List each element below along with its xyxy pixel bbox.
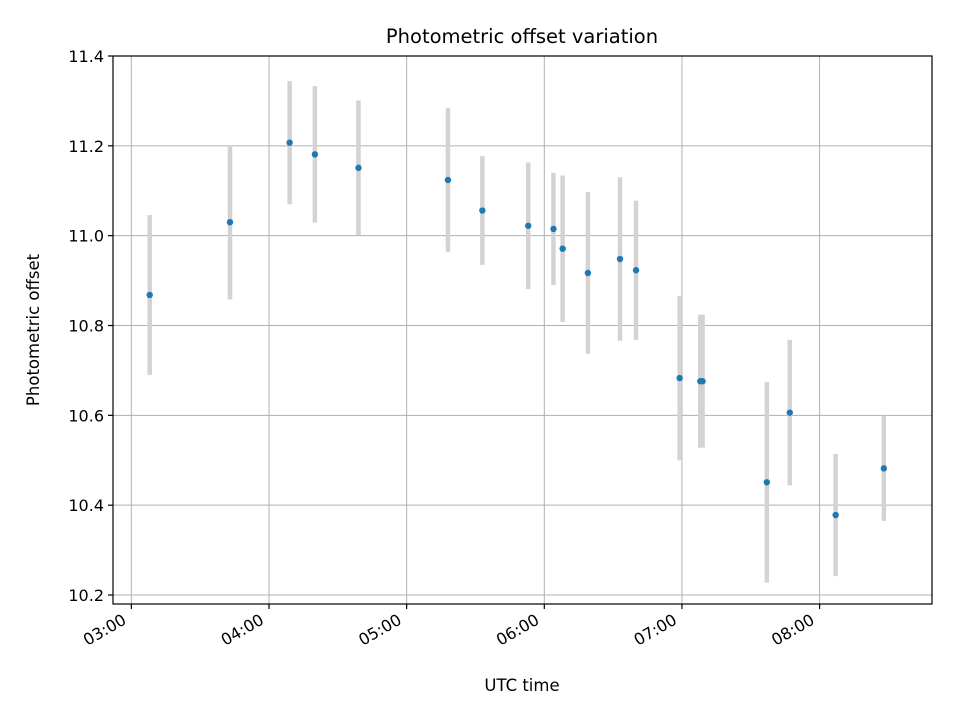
y-axis-label: Photometric offset xyxy=(24,253,43,406)
data-point xyxy=(699,378,706,385)
data-points xyxy=(146,139,888,519)
x-axis-label: UTC time xyxy=(484,676,559,695)
data-point xyxy=(286,139,293,146)
data-point xyxy=(550,225,557,233)
x-tick-label: 08:00 xyxy=(768,610,817,650)
data-point xyxy=(786,409,793,416)
y-tick-label: 10.4 xyxy=(68,496,104,515)
chart-title: Photometric offset variation xyxy=(386,25,658,48)
data-point xyxy=(880,465,888,472)
data-point xyxy=(763,479,771,486)
data-point xyxy=(525,222,532,229)
data-point xyxy=(616,255,624,263)
y-tick-label: 11.2 xyxy=(68,137,104,156)
data-point xyxy=(311,151,319,158)
y-tick-label: 10.2 xyxy=(68,586,104,605)
data-point xyxy=(632,267,640,274)
grid-lines xyxy=(113,55,932,604)
y-tick-label: 10.6 xyxy=(68,406,104,425)
plot-frame xyxy=(112,55,933,605)
y-tick-label: 11.0 xyxy=(68,227,104,246)
data-point xyxy=(584,269,592,277)
x-tick-label: 03:00 xyxy=(80,610,129,650)
data-point xyxy=(676,374,683,382)
data-point xyxy=(559,245,566,252)
data-point xyxy=(355,164,362,172)
data-point xyxy=(832,511,839,519)
data-point xyxy=(479,207,486,214)
y-tick-label: 11.4 xyxy=(68,47,104,66)
x-axis-ticks: 03:00 04:00 05:00 06:00 07:00 08:00 xyxy=(80,604,821,650)
data-point xyxy=(444,176,452,184)
x-tick-label: 06:00 xyxy=(493,610,542,650)
data-point xyxy=(226,218,234,226)
data-point xyxy=(146,291,153,299)
x-tick-label: 05:00 xyxy=(355,610,404,650)
y-axis-ticks: 10.2 10.4 10.6 10.8 11.0 11.2 11.4 xyxy=(68,47,113,605)
y-tick-label: 10.8 xyxy=(68,317,104,336)
x-tick-label: 07:00 xyxy=(631,610,680,650)
error-bars xyxy=(147,81,887,583)
x-tick-label: 04:00 xyxy=(218,610,267,650)
